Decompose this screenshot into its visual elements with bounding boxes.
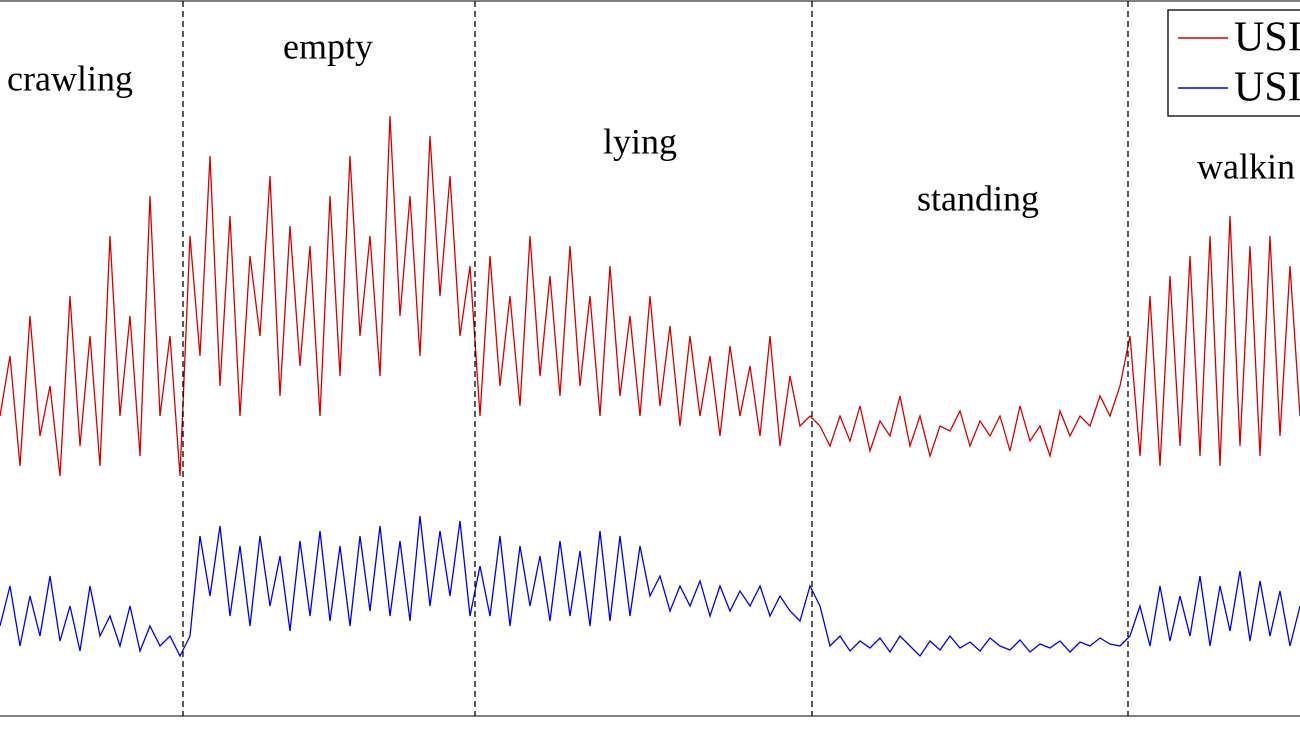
segment-label: crawling xyxy=(7,58,133,98)
legend-box xyxy=(1167,9,1300,117)
legend-label: USI xyxy=(1234,15,1300,61)
segment-label: lying xyxy=(603,121,677,161)
segment-label: empty xyxy=(283,26,373,66)
legend-label: USI xyxy=(1234,65,1300,111)
segment-label: walkin xyxy=(1197,146,1295,186)
series-line xyxy=(0,115,1300,477)
series-line xyxy=(0,515,1300,658)
segment-label: standing xyxy=(917,178,1039,218)
